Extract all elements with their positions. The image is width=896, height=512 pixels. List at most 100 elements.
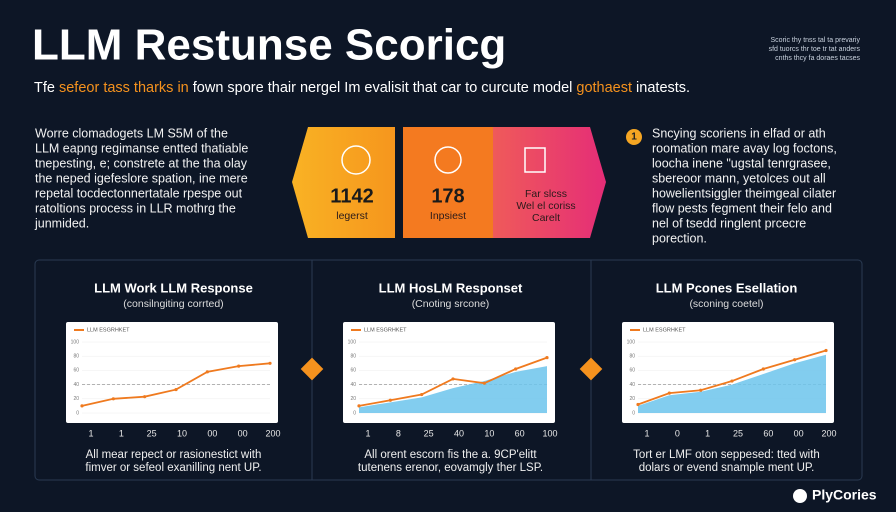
x-tick-label: 1 (365, 428, 370, 438)
y-tick-label: 20 (629, 396, 635, 402)
caption: dolars or evend snample ment UP. (639, 462, 815, 474)
y-tick-label: 100 (348, 339, 357, 345)
box-text: Carelt (532, 212, 560, 224)
y-tick-label: 20 (73, 396, 79, 402)
right-paragraph: nel of tsedd ringlent prcecre (652, 216, 806, 230)
x-tick-label: 00 (207, 428, 217, 438)
x-tick-label: 10 (484, 428, 494, 438)
point (174, 387, 178, 392)
panel-subtitle: (consilngiting corrted) (123, 298, 223, 310)
y-tick-label: 40 (350, 382, 356, 388)
point (793, 358, 797, 362)
point (514, 367, 518, 371)
point (636, 402, 640, 407)
point (699, 388, 703, 392)
panel-frame (34, 259, 863, 481)
left-paragraph: LLM eapng regimanse entted thatiable (35, 141, 248, 155)
y-tick-label: 0 (353, 410, 356, 416)
panel-subtitle: (Cnoting srcone) (412, 298, 490, 310)
badge-text: 1 (631, 132, 637, 143)
x-tick-label: 100 (542, 428, 557, 438)
icon (524, 147, 546, 173)
legend-label: LLM ESGRHKET (643, 327, 686, 333)
box-text: legerst (336, 210, 368, 222)
diamond (579, 357, 603, 381)
y-tick-label: 80 (350, 354, 356, 360)
corner-note: Scoric thy tnss tal ta prevariy (771, 37, 861, 44)
x-tick-label: 1 (644, 428, 649, 438)
point (357, 404, 361, 408)
point (420, 392, 424, 397)
y-tick-label: 60 (73, 368, 79, 374)
subtitle: Tfe sefeor tass tharks in fown spore tha… (34, 80, 690, 96)
y-tick-label: 40 (629, 382, 635, 388)
panel-title: LLM Pcones Esellation (656, 280, 798, 295)
right-paragraph: flow pests fegment their felo and (652, 201, 832, 215)
y-tick-label: 40 (73, 382, 79, 388)
x-tick-label: 1 (88, 428, 93, 438)
right-paragraph: roomation mare avay log foctons, (652, 141, 837, 155)
legend-label: LLM ESGRHKET (87, 327, 130, 333)
caption: All orent escorn fis the a. 9CP'elitt (364, 449, 537, 461)
left-paragraph: tnepesting, e; constrete at the tha olay (35, 156, 248, 170)
area (638, 354, 826, 413)
box-text: Far slcss (525, 188, 567, 200)
point (143, 395, 147, 399)
box-bg (493, 127, 606, 238)
subtitle-highlight: gothaest (576, 80, 632, 96)
x-tick-label: 25 (147, 428, 157, 438)
point (730, 379, 734, 383)
point (667, 391, 671, 395)
y-tick-label: 0 (632, 410, 635, 416)
x-tick-label: 25 (424, 428, 434, 438)
caption: tutenens erenor, eovamgly ther LSP. (358, 462, 543, 474)
point (761, 367, 765, 371)
y-tick-label: 80 (73, 354, 79, 360)
x-tick-label: 200 (265, 428, 280, 438)
right-paragraph: howelientsiggler theimgeal cilater (652, 186, 836, 200)
box-text: Inpsiest (430, 210, 466, 222)
chart-bg (66, 322, 278, 423)
right-paragraph: Sncying scoriens in elfad or ath (652, 126, 826, 140)
y-tick-label: 60 (629, 368, 635, 374)
caption: Tort er LMF oton seppesed: tted with (633, 449, 820, 461)
panel-title: LLM Work LLM Response (94, 280, 253, 295)
box-text: 178 (431, 185, 464, 207)
y-tick-label: 60 (350, 368, 356, 374)
x-tick-label: 200 (821, 428, 836, 438)
corner-note: cnths thcy fa doraes tacses (775, 55, 860, 62)
logo: PlyCories (812, 487, 877, 503)
x-tick-label: 00 (238, 428, 248, 438)
logo-icon (793, 489, 807, 503)
point (451, 377, 455, 381)
y-tick-label: 80 (629, 354, 635, 360)
subtitle-highlight: sefeor tass tharks in (59, 80, 189, 96)
point (824, 348, 828, 353)
x-tick-label: 0 (675, 428, 680, 438)
x-tick-label: 40 (454, 428, 464, 438)
y-tick-label: 100 (71, 339, 80, 345)
icon (434, 146, 462, 174)
caption: All mear repect or rasionestict with (86, 449, 262, 461)
point (237, 364, 241, 368)
y-tick-label: 100 (627, 339, 636, 345)
panel-subtitle: (sconing coetel) (689, 298, 763, 310)
point (111, 397, 115, 401)
x-tick-label: 1 (119, 428, 124, 438)
legend-label: LLM ESGRHKET (364, 327, 407, 333)
x-tick-label: 8 (396, 428, 401, 438)
subtitle-part: fown spore thair nergel Im evalisit that… (189, 80, 577, 96)
right-paragraph: sbereoor mann, yetolces out all (652, 171, 826, 185)
badge (626, 129, 642, 145)
x-tick-label: 10 (177, 428, 187, 438)
y-tick-label: 20 (350, 396, 356, 402)
icon (341, 145, 371, 175)
title: LLM Restunse Scoricg (32, 21, 506, 70)
right-paragraph: loocha inene "ugstal tenrgrasee, (652, 156, 831, 170)
left-paragraph: junmided. (34, 216, 89, 230)
right-paragraph: porection. (652, 231, 707, 245)
subtitle-part: inatests. (632, 80, 690, 96)
box-text: 1142 (330, 185, 373, 207)
left-paragraph: repetal tocdectonnertatale rpespe out (35, 186, 243, 200)
